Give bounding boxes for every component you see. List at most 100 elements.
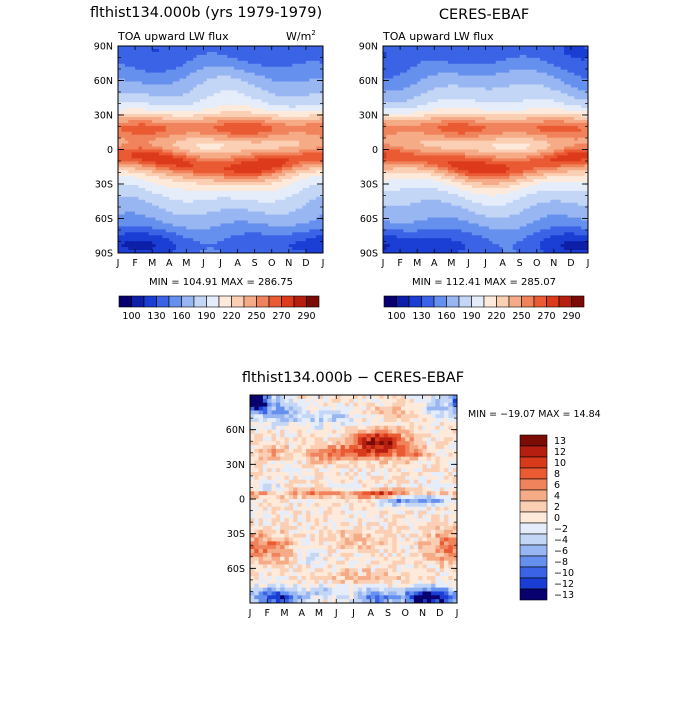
field-cell [400, 55, 404, 58]
field-cell [390, 164, 394, 167]
field-cell [390, 167, 394, 170]
field-cell [121, 84, 125, 87]
field-cell [197, 90, 201, 93]
field-cell [306, 96, 310, 99]
field-cell [268, 241, 272, 244]
field-cell [217, 90, 221, 93]
field-cell [210, 120, 214, 123]
field-cell [282, 164, 286, 167]
field-cell [313, 212, 317, 215]
field-cell [128, 212, 132, 215]
field-cell [282, 129, 286, 132]
field-cell [190, 99, 194, 102]
field-cell [166, 197, 170, 200]
field-cell [118, 114, 122, 117]
field-cell [210, 223, 214, 226]
field-cell [383, 200, 387, 203]
field-cell [316, 238, 320, 241]
field-cell [251, 232, 255, 235]
field-cell [234, 102, 238, 105]
field-cell [262, 64, 266, 67]
field-cell [173, 164, 177, 167]
field-cell [197, 229, 201, 232]
field-cell [227, 185, 231, 188]
field-cell [145, 99, 149, 102]
field-cell [128, 141, 132, 144]
field-cell [224, 49, 228, 52]
field-cell [156, 81, 160, 84]
field-cell [121, 218, 125, 221]
field-cell [285, 90, 289, 93]
field-cell [210, 179, 214, 182]
field-cell [255, 73, 259, 76]
field-cell [176, 197, 180, 200]
field-cell [180, 218, 184, 221]
field-cell [176, 138, 180, 141]
field-cell [183, 84, 187, 87]
field-cell [296, 49, 300, 52]
field-cell [248, 232, 252, 235]
field-cell [268, 155, 272, 158]
field-cell [145, 194, 149, 197]
field-cell [272, 141, 276, 144]
field-cell [299, 147, 303, 150]
field-cell [255, 61, 259, 64]
field-cell [190, 90, 194, 93]
field-cell [390, 170, 394, 173]
field-cell [162, 229, 166, 232]
field-cell [303, 117, 307, 120]
field-cell [231, 90, 235, 93]
field-cell [183, 144, 187, 147]
field-cell [244, 129, 248, 132]
field-cell [200, 120, 204, 123]
field-cell [169, 79, 173, 82]
field-cell [268, 238, 272, 241]
field-cell [135, 79, 139, 82]
field-cell [162, 105, 166, 108]
field-cell [265, 191, 269, 194]
field-cell [234, 114, 238, 117]
field-cell [316, 209, 320, 212]
field-cell [118, 135, 122, 138]
field-cell [118, 123, 122, 126]
field-cell [400, 138, 404, 141]
field-cell [176, 220, 180, 223]
field-cell [142, 111, 146, 114]
field-cell [255, 226, 259, 229]
field-cell [200, 144, 204, 147]
field-cell [279, 144, 283, 147]
field-cell [241, 135, 245, 138]
field-cell [397, 102, 401, 105]
field-cell [180, 135, 184, 138]
field-cell [132, 212, 136, 215]
field-cell [149, 111, 153, 114]
field-cell [241, 179, 245, 182]
field-cell [313, 247, 317, 250]
field-cell [407, 158, 411, 161]
field-cell [128, 99, 132, 102]
field-cell [180, 49, 184, 52]
field-cell [299, 226, 303, 229]
field-cell [383, 188, 387, 191]
field-cell [251, 144, 255, 147]
field-cell [414, 64, 418, 67]
field-cell [306, 102, 310, 105]
field-cell [125, 58, 129, 61]
field-cell [176, 123, 180, 126]
field-cell [383, 120, 387, 123]
field-cell [289, 123, 293, 126]
field-cell [386, 117, 390, 120]
field-cell [272, 158, 276, 161]
field-cell [145, 223, 149, 226]
field-cell [186, 241, 190, 244]
field-cell [241, 76, 245, 79]
field-cell [152, 105, 156, 108]
field-cell [203, 117, 207, 120]
field-cell [224, 132, 228, 135]
field-cell [255, 167, 259, 170]
field-cell [224, 194, 228, 197]
field-cell [210, 215, 214, 218]
field-cell [152, 79, 156, 82]
field-cell [197, 194, 201, 197]
field-cell [173, 244, 177, 247]
